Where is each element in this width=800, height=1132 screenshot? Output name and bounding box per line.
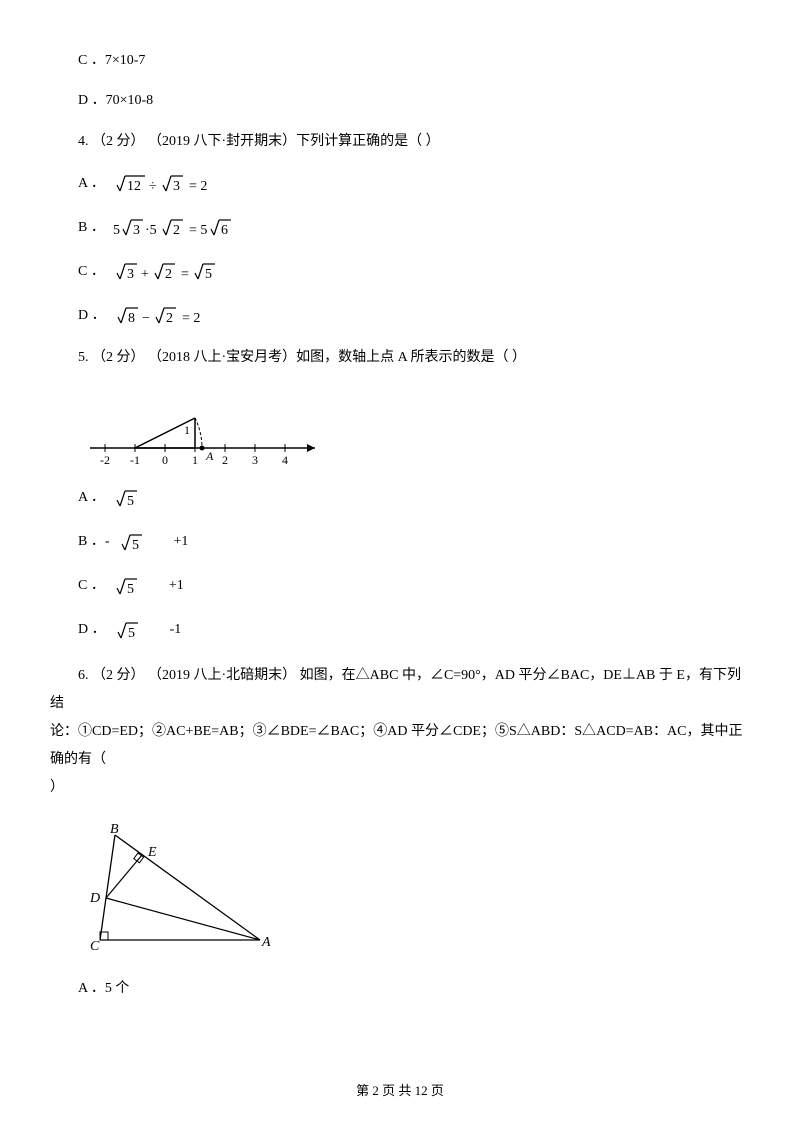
svg-text:+: + [141, 267, 149, 282]
svg-text:6: 6 [221, 223, 228, 238]
q4-stem: 4. （2 分） （2019 八下·封开期末）下列计算正确的是（ ） [50, 131, 750, 153]
q5-c-suffix: +1 [141, 575, 184, 597]
svg-text:2: 2 [173, 223, 180, 238]
svg-text:A: A [205, 449, 214, 463]
q4-d-label: D ． [50, 305, 106, 327]
q5-b-expr: 5 [116, 530, 146, 556]
svg-text:4: 4 [282, 453, 288, 467]
q6-stem-line1: 6. （2 分） （2019 八上·北碚期末） 如图，在△ABC 中，∠C=90… [50, 662, 750, 718]
svg-text:= 5: = 5 [189, 223, 207, 238]
q5-b-suffix: +1 [146, 531, 189, 553]
q4-option-b: B ． 5 3 ·5 2 = 5 6 [50, 215, 750, 241]
q4-b-expr: 5 3 ·5 2 = 5 6 [111, 215, 251, 241]
svg-text:1: 1 [184, 423, 190, 437]
svg-text:E: E [147, 845, 157, 860]
q5-c-label: C ． [50, 575, 105, 597]
svg-text:3: 3 [252, 453, 258, 467]
svg-text:2: 2 [166, 311, 173, 326]
page-footer: 第 2 页 共 12 页 [50, 1081, 750, 1102]
q5-c-expr: 5 [111, 574, 141, 600]
svg-text:0: 0 [162, 453, 168, 467]
q4-c-label: C ． [50, 261, 105, 283]
q4-option-c: C ． 3 + 2 = 5 [50, 259, 750, 285]
q5-d-label: D ． [50, 619, 106, 641]
q5-stem: 5. （2 分） （2018 八上·宝安月考）如图，数轴上点 A 所表示的数是（… [50, 347, 750, 369]
q6-stem-line2: 论：①CD=ED；②AC+BE=AB；③∠BDE=∠BAC；④AD 平分∠CDE… [50, 718, 750, 774]
q4-option-a: A ． 12 ÷ 3 = 2 [50, 171, 750, 197]
svg-text:2: 2 [165, 267, 172, 282]
svg-text:=: = [181, 267, 189, 282]
svg-text:= 2: = 2 [182, 311, 200, 326]
svg-text:−: − [142, 311, 150, 326]
svg-text:8: 8 [128, 311, 135, 326]
svg-text:2: 2 [222, 453, 228, 467]
svg-text:5: 5 [113, 223, 120, 238]
svg-text:12: 12 [127, 179, 141, 194]
q5-b-label: B ．- [50, 531, 110, 553]
svg-text:= 2: = 2 [189, 179, 207, 194]
q5-a-label: A ． [50, 487, 105, 509]
q5-option-a: A ． 5 [50, 486, 750, 512]
q4-a-expr: 12 ÷ 3 = 2 [111, 171, 231, 197]
svg-text:5: 5 [127, 582, 134, 597]
svg-text:5: 5 [127, 494, 134, 509]
q6-stem: 6. （2 分） （2019 八上·北碚期末） 如图，在△ABC 中，∠C=90… [50, 662, 750, 802]
q4-b-label: B ． [50, 217, 105, 239]
svg-text:A: A [261, 935, 271, 950]
triangle-icon: B E D C A [80, 820, 280, 960]
q3-option-c: C ．7×10-7 [50, 50, 750, 72]
svg-text:3: 3 [127, 267, 134, 282]
q5-option-d: D ． 5 -1 [50, 618, 750, 644]
q6-figure: B E D C A [80, 820, 750, 960]
svg-text:3: 3 [133, 223, 140, 238]
q4-option-d: D ． 8 − 2 = 2 [50, 303, 750, 329]
q5-option-c: C ． 5 +1 [50, 574, 750, 600]
svg-text:5: 5 [205, 267, 212, 282]
q6-stem-line3: ） [50, 774, 750, 802]
q5-d-suffix: -1 [142, 619, 182, 641]
q6-option-a: A ．5 个 [50, 978, 750, 1000]
q3-option-d: D ．70×10-8 [50, 90, 750, 112]
q4-a-label: A ． [50, 173, 105, 195]
q5-option-b: B ．- 5 +1 [50, 530, 750, 556]
svg-text:B: B [110, 822, 119, 837]
q4-c-expr: 3 + 2 = 5 [111, 259, 241, 285]
svg-text:-2: -2 [100, 453, 110, 467]
q4-d-expr: 8 − 2 = 2 [112, 303, 232, 329]
svg-text:·5: ·5 [145, 223, 157, 238]
svg-text:÷: ÷ [149, 179, 157, 194]
svg-text:5: 5 [132, 538, 139, 553]
svg-text:5: 5 [128, 626, 135, 641]
number-line-icon: -2 -1 0 1 2 3 4 1 A [80, 388, 330, 468]
svg-text:3: 3 [173, 179, 180, 194]
svg-text:1: 1 [192, 453, 198, 467]
svg-text:D: D [89, 891, 100, 906]
svg-text:C: C [90, 939, 100, 954]
svg-text:-1: -1 [130, 453, 140, 467]
q5-figure: -2 -1 0 1 2 3 4 1 A [80, 388, 750, 468]
q5-a-expr: 5 [111, 486, 161, 512]
q5-d-expr: 5 [112, 618, 142, 644]
